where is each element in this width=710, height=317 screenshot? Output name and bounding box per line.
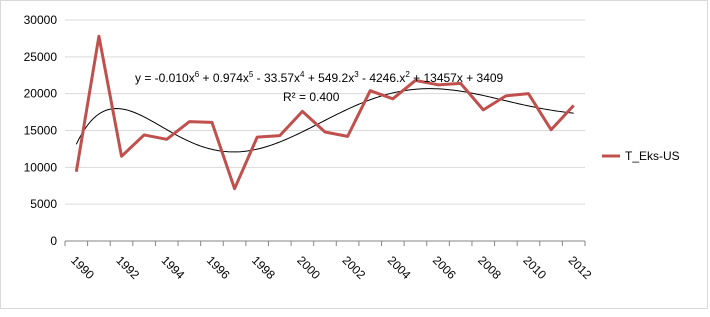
grid [64, 19, 586, 246]
equation-term: y = -0.010x [135, 71, 195, 85]
equation-term: - 33.57x [253, 71, 300, 85]
y-tick-label: 5000 [30, 197, 57, 211]
y-tick-label: 25000 [24, 50, 58, 64]
equation-exponent: 5 [249, 70, 254, 79]
y-tick-label: 15000 [24, 124, 58, 138]
equation-term: + 13457x + 3409 [410, 71, 504, 85]
equation-exponent: 2 [405, 70, 410, 79]
trendline [75, 88, 574, 153]
r-squared: R² = 0.400 [283, 90, 340, 104]
y-tick-label: 20000 [24, 87, 58, 101]
equation-exponent: 6 [195, 70, 200, 79]
legend-label: T_Eks-US [625, 149, 680, 163]
trendline-group [75, 88, 574, 153]
equation-exponent: 4 [300, 70, 305, 79]
y-tick-label: 10000 [24, 160, 58, 174]
trendline-equation: y = -0.010x6 + 0.974x5 - 33.57x4 + 549.2… [135, 70, 504, 85]
series-line [74, 34, 575, 191]
equation-term: + 0.974x [199, 71, 249, 85]
equation-term: + 549.2x [304, 71, 354, 85]
y-tick-label: 30000 [24, 13, 58, 27]
marks [74, 34, 575, 191]
chart-frame [0, 0, 708, 309]
equation-term: - 4246.x [359, 71, 406, 85]
y-tick-label: 0 [50, 234, 57, 248]
equation-exponent: 3 [354, 70, 359, 79]
